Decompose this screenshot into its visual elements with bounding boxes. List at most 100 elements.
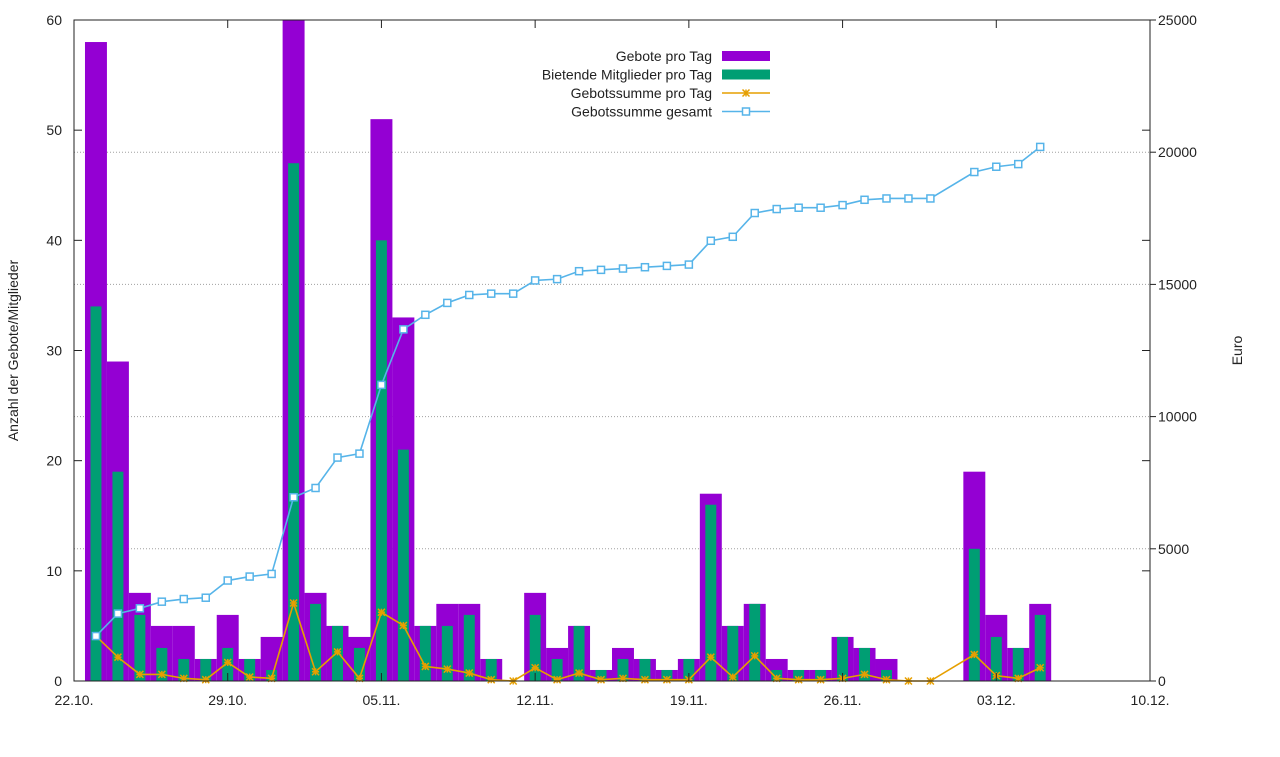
point-gebotssumme-gesamt [992,162,1001,171]
point-gebotssumme-gesamt [728,232,738,242]
y2-tick-label: 5000 [1158,541,1189,557]
bar-mitglieder [595,669,607,681]
y2-tick-label: 20000 [1158,144,1197,160]
bar-mitglieder [968,548,980,681]
point-gebotssumme-gesamt [267,569,276,579]
point-gebotssumme-tag [421,662,430,671]
point-gebotssumme-gesamt [970,167,979,177]
y2-tick-label: 15000 [1158,276,1197,292]
point-gebotssumme-gesamt [596,265,606,275]
bar-mitglieder [661,669,673,681]
bar-mitglieder [639,658,651,681]
point-gebotssumme-tag [113,653,122,662]
bar-mitglieder [573,625,585,681]
bar-mitglieder [178,658,190,681]
bar-mitglieder [244,658,256,681]
point-gebotssumme-tag [640,675,649,684]
point-gebotssumme-tag [223,658,232,667]
bar-mitglieder [749,603,761,681]
legend-label: Bietende Mitglieder pro Tag [542,67,712,83]
bar-mitglieder [134,614,146,681]
point-gebotssumme-tag [882,675,891,684]
bar-mitglieder [156,647,168,681]
legend-label: Gebotssumme gesamt [571,104,712,120]
point-gebotssumme-tag [487,675,496,684]
legend: Gebote pro Tag Bietende Mitglieder pro Ta… [542,48,770,120]
x-tick-label: 12.11. [516,692,554,708]
bar-mitglieder [1012,647,1024,681]
point-gebotssumme-gesamt [574,266,584,276]
point-gebotssumme-gesamt [179,594,189,604]
grid-lines [74,151,1150,550]
bar-mitglieder [815,669,827,681]
point-gebotssumme-gesamt [377,380,386,390]
bar-mitglieder [288,163,300,681]
point-gebotssumme-gesamt [201,593,211,602]
point-gebotssumme-gesamt [706,236,716,246]
bar-mitglieder [200,658,212,681]
point-gebotssumme-gesamt [421,310,430,320]
point-gebotssumme-tag [311,667,320,676]
point-gebotssumme-gesamt [135,604,145,613]
axes: 0 10 20 30 40 50 60 0 5000 10000 15000 20000 25000 22… [46,12,1197,708]
y2-axis-label: Euro [1229,336,1245,366]
point-gebotssumme-gesamt [399,325,408,334]
point-gebotssumme-tag [245,673,254,682]
point-gebotssumme-tag [816,675,825,684]
point-gebotssumme-gesamt [794,203,803,212]
bar-mitglieder [463,614,475,681]
point-gebotssumme-tag [728,673,737,682]
x-tick-label: 10.12. [1131,692,1170,708]
point-gebotssumme-gesamt [245,572,254,581]
x-tick-label: 19.11. [670,692,708,708]
point-gebotssumme-tag [333,647,342,656]
bar-mitglieder [90,306,102,681]
point-gebotssumme-gesamt [926,194,935,203]
bar-mitglieder [1034,614,1046,681]
y-tick-label: 10 [46,563,62,579]
x-tick-label: 26.11. [824,692,862,708]
bar-mitglieder [793,669,805,681]
point-gebotssumme-gesamt [486,289,496,298]
point-gebotssumme-tag [575,669,584,678]
bar-mitglieder [397,449,409,681]
line-gebotssumme-gesamt [95,146,1041,637]
point-gebotssumme-gesamt [289,492,298,502]
point-gebotssumme-tag [201,675,210,684]
point-gebotssumme-gesamt [311,483,320,493]
bar-mitglieder [419,625,431,681]
point-gebotssumme-tag [289,598,298,608]
y2-tick-label: 0 [1158,673,1166,689]
point-gebotssumme-tag [135,670,144,679]
legend-swatch [722,51,770,61]
bar-mitglieder [881,669,892,681]
point-gebotssumme-gesamt [465,290,474,300]
point-gebotssumme-gesamt [772,204,781,214]
legend-label: Gebote pro Tag [616,48,712,64]
point-gebotssumme-gesamt [1035,142,1045,152]
legend-label: Gebotssumme pro Tag [571,85,712,101]
point-gebotssumme-gesamt [355,449,364,458]
point-gebotssumme-tag [399,621,408,630]
point-gebotssumme-gesamt [750,208,759,218]
point-gebotssumme-tag [662,675,671,684]
point-gebotssumme-tag [970,650,979,659]
point-gebotssumme-tag [1036,663,1045,672]
y-tick-label: 60 [46,12,62,28]
point-gebotssumme-gesamt [684,260,694,269]
point-gebotssumme-gesamt [882,194,891,203]
point-gebotssumme-tag [750,651,759,660]
point-gebotssumme-tag [531,663,540,672]
point-gebotssumme-tag [794,675,803,684]
point-gebotssumme-tag [706,653,715,662]
point-gebotssumme-gesamt [552,274,562,284]
point-gebotssumme-gesamt [508,289,518,298]
point-gebotssumme-gesamt [157,597,167,606]
bar-mitglieder [485,658,497,681]
bar-mitglieder [310,603,322,681]
point-gebotssumme-gesamt [223,576,232,585]
x-tick-label: 05.11. [362,692,400,708]
bar-mitglieder [837,636,849,681]
point-gebotssumme-gesamt [91,631,101,641]
y-tick-label: 40 [46,232,62,248]
